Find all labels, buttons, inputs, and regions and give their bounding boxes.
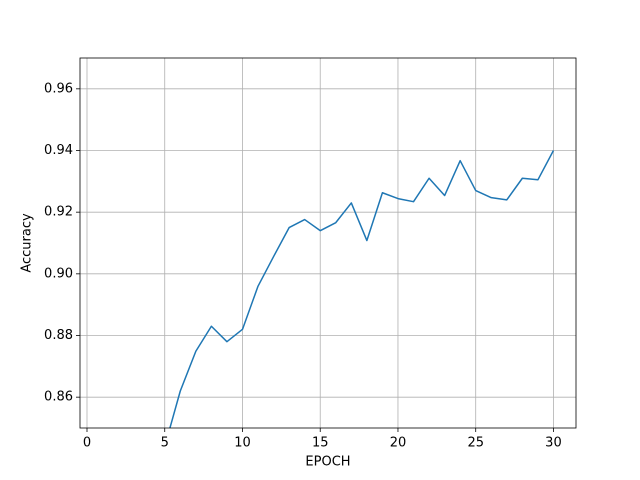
axes-frame	[79, 57, 577, 429]
x-tick-label: 10	[234, 436, 251, 451]
plot-area	[169, 150, 555, 428]
y-tick-label: 0.92	[44, 205, 73, 220]
x-tick-label: 0	[83, 436, 91, 451]
x-tick-label: 15	[312, 436, 329, 451]
y-tick-label: 0.88	[44, 328, 73, 343]
x-tick-label: 30	[545, 436, 562, 451]
data-line	[169, 150, 555, 428]
x-tick-label: 20	[390, 436, 407, 451]
y-axis-label: Accuracy	[20, 213, 35, 273]
x-axis-label: EPOCH	[305, 455, 350, 470]
x-tick-label: 5	[161, 436, 169, 451]
ticks: 0 5 10 15 20 25 30 0.86 0.88 0.90 0.92 0.94 0.96	[44, 81, 562, 450]
y-tick-label: 0.90	[44, 266, 73, 281]
x-tick-label: 25	[467, 436, 484, 451]
grid	[80, 58, 576, 428]
y-tick-label: 0.94	[44, 143, 73, 158]
y-tick-label: 0.96	[44, 81, 73, 96]
y-tick-label: 0.86	[44, 390, 73, 405]
